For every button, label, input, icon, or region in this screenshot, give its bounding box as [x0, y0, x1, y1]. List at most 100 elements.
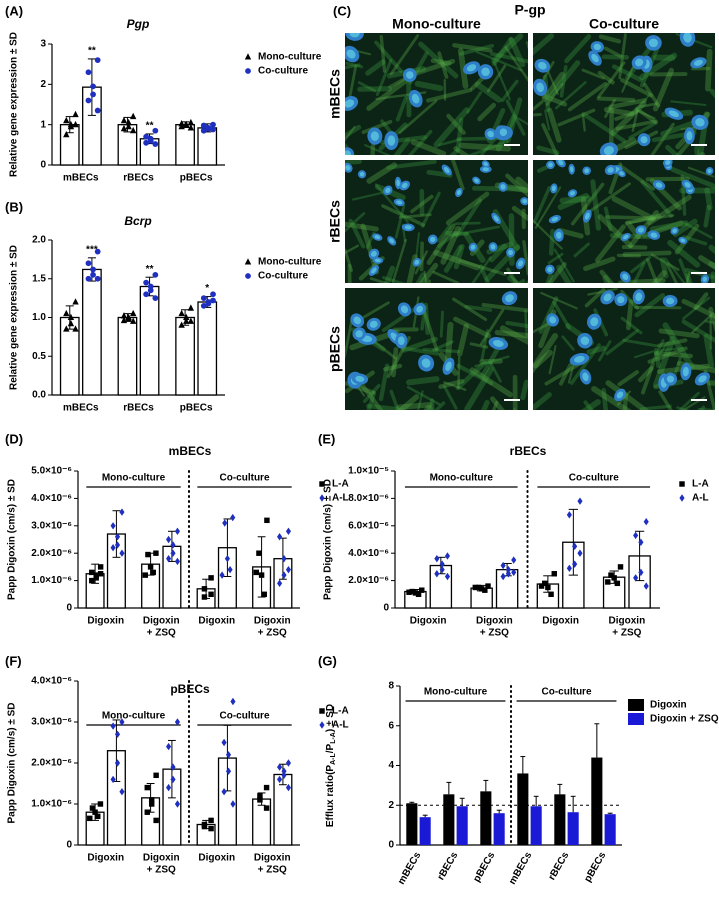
- fiber: [438, 138, 463, 147]
- data-point: [511, 556, 517, 564]
- fiber: [407, 129, 433, 155]
- fiber: [393, 138, 411, 155]
- data-point: [277, 763, 283, 771]
- fiber: [408, 58, 456, 78]
- data-point: [114, 759, 121, 767]
- data-point: [566, 511, 572, 519]
- data-point: [227, 565, 233, 574]
- nucleus-core: [582, 372, 589, 382]
- fiber: [599, 269, 615, 283]
- fiber: [386, 160, 437, 170]
- fiber: [682, 235, 708, 246]
- fiber: [456, 363, 494, 386]
- fiber: [622, 391, 628, 410]
- data-point: [142, 572, 148, 578]
- data-point: [72, 325, 79, 332]
- fiber: [557, 108, 596, 127]
- fiber: [583, 256, 616, 272]
- y-tick-label: 4.0×10⁻⁶: [31, 676, 72, 687]
- nucleus-core: [500, 184, 506, 190]
- data-point: [129, 112, 137, 120]
- fiber: [676, 406, 691, 410]
- fiber: [630, 255, 652, 274]
- fiber: [486, 64, 507, 93]
- bar: [517, 773, 529, 845]
- y-tick-label: 8: [388, 681, 394, 692]
- data-point: [119, 508, 125, 516]
- significance: **: [146, 264, 154, 275]
- fiber: [522, 240, 528, 276]
- data-point: [110, 722, 116, 730]
- data-point: [170, 763, 176, 771]
- fiber: [625, 220, 642, 240]
- fiber: [659, 346, 684, 352]
- fiber: [352, 190, 389, 201]
- fiber: [391, 347, 399, 378]
- fiber: [635, 109, 656, 120]
- significance: ***: [86, 244, 98, 255]
- fiber: [442, 384, 458, 410]
- data-point: [208, 825, 214, 832]
- nucleus-core: [371, 267, 377, 274]
- data-point: [551, 571, 557, 577]
- legend-marker: [319, 494, 325, 502]
- fiber: [614, 110, 639, 121]
- data-point: [434, 570, 440, 578]
- data-point: [90, 266, 96, 273]
- fiber: [533, 219, 563, 250]
- fiber: [710, 271, 715, 283]
- data-point: [174, 557, 181, 566]
- fiber: [451, 160, 465, 191]
- nucleus-core: [481, 67, 490, 77]
- group-label: Co-culture: [220, 711, 270, 722]
- data-point: [178, 321, 185, 328]
- nucleus-core: [355, 330, 363, 338]
- fiber: [541, 71, 566, 103]
- fiber: [464, 366, 494, 410]
- fiber: [505, 173, 528, 198]
- fiber: [652, 67, 675, 112]
- fiber: [475, 50, 523, 72]
- fiber: [687, 166, 715, 178]
- data-point: [545, 584, 551, 591]
- fiber: [426, 88, 473, 103]
- nucleus-core: [400, 305, 409, 314]
- fiber: [378, 363, 390, 402]
- nucleus-core: [591, 54, 599, 63]
- data-point: [221, 788, 227, 796]
- fiber: [348, 218, 366, 249]
- nucleus-core: [607, 167, 614, 173]
- chart-title: Bcrp: [124, 214, 151, 228]
- fiber: [505, 99, 526, 136]
- data-point: [505, 565, 511, 574]
- data-point: [148, 797, 155, 803]
- data-point: [500, 572, 506, 581]
- x-tick-label: rBECs: [123, 403, 154, 414]
- bar: [197, 127, 218, 166]
- data-point: [120, 124, 128, 132]
- nucleus-core: [492, 339, 504, 347]
- nucleus-core: [603, 146, 614, 155]
- data-point: [208, 575, 214, 581]
- y-tick-label: 1.0×10⁻⁶: [31, 799, 72, 810]
- fiber: [545, 273, 554, 283]
- nucleus-core: [549, 316, 557, 324]
- bar: [554, 794, 566, 845]
- nucleus-core: [665, 160, 671, 165]
- legend-label: L-A: [332, 479, 349, 490]
- fiber: [583, 400, 594, 410]
- fiber: [595, 224, 626, 263]
- fiber: [633, 350, 654, 359]
- fiber: [366, 403, 402, 410]
- fiber: [546, 68, 559, 95]
- x-tick-label: + ZSQ: [258, 865, 287, 876]
- legend-marker: [319, 708, 325, 714]
- fiber: [362, 383, 381, 403]
- bar: [406, 803, 418, 845]
- fiber: [638, 102, 659, 109]
- data-point: [638, 568, 644, 577]
- y-tick-label: 3.0×10⁻⁶: [31, 520, 72, 531]
- bar: [591, 757, 603, 845]
- y-tick-label: 1.0×10⁻⁵: [348, 466, 389, 477]
- nucleus-core: [698, 375, 707, 383]
